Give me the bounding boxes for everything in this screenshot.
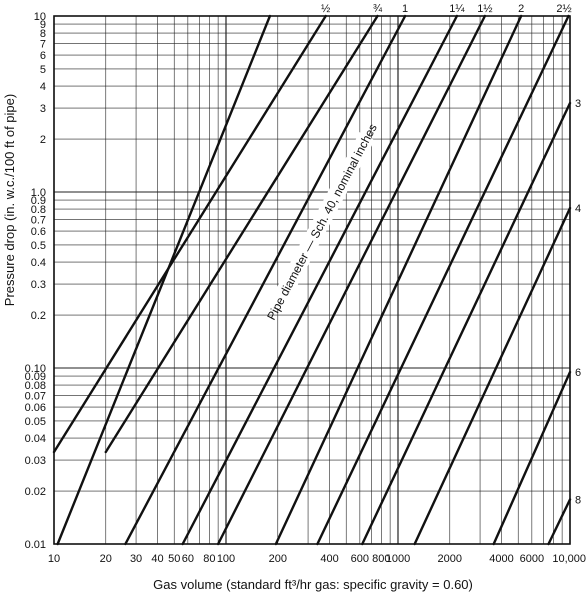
x-tick-label: 4000 xyxy=(489,553,513,565)
y-tick-label: 0.07 xyxy=(25,390,46,402)
x-tick-label: 200 xyxy=(269,553,287,565)
x-tick-label: 600 xyxy=(351,553,369,565)
annotation-background xyxy=(268,132,375,312)
x-tick-label: 80 xyxy=(203,553,215,565)
pipe-curve xyxy=(274,14,523,546)
y-tick-label: 4 xyxy=(40,81,46,93)
y-tick-label: 0.03 xyxy=(25,455,46,467)
y-tick-label: 5 xyxy=(40,64,46,76)
pipe-size-label: 6 xyxy=(575,367,581,379)
pipe-curve xyxy=(316,14,570,546)
pipe-curve xyxy=(361,101,572,546)
pipe-curve xyxy=(181,14,459,546)
x-tick-label: 10,000 xyxy=(552,553,586,565)
y-tick-label: 0.6 xyxy=(31,226,46,238)
annotation-group: Pipe diameter — Sch. 40, nominal inches xyxy=(264,122,380,323)
y-tick-label: 0.8 xyxy=(31,204,46,216)
y-tick-label: 6 xyxy=(40,50,46,62)
pipe-size-label: 2½ xyxy=(556,3,571,15)
y-tick-label: 7 xyxy=(40,38,46,50)
pipe-size-label: 1½ xyxy=(477,3,492,15)
pipe-size-label: 1 xyxy=(402,3,408,15)
x-tick-label: 6000 xyxy=(520,553,544,565)
x-axis-title: Gas volume (standard ft³/hr gas: specifi… xyxy=(153,577,473,592)
y-tick-label: 0.5 xyxy=(31,240,46,252)
x-tick-label: 20 xyxy=(100,553,112,565)
y-tick-label: 0.09 xyxy=(25,371,46,383)
pipe-size-label: 2 xyxy=(518,3,524,15)
pipe-size-label: 1¼ xyxy=(449,3,465,15)
pipe-curve xyxy=(547,498,572,546)
y-tick-label: 10 xyxy=(34,11,46,23)
y-tick-label: 2 xyxy=(40,134,46,146)
pipe-curve xyxy=(492,370,572,546)
x-tick-label: 400 xyxy=(320,553,338,565)
pipe-size-label: 4 xyxy=(575,203,581,215)
x-tick-label: 40 xyxy=(151,553,163,565)
x-tick-label: 60 xyxy=(182,553,194,565)
x-tick-label: 50 xyxy=(168,553,180,565)
y-tick-label: 0.4 xyxy=(31,257,46,269)
pipe-size-label: 3 xyxy=(575,98,581,110)
pipe-size-label: ½ xyxy=(321,3,330,15)
y-tick-label: 0.06 xyxy=(25,402,46,414)
pipe-size-label: 8 xyxy=(575,494,581,506)
x-tick-label: 30 xyxy=(130,553,142,565)
pipe-curve xyxy=(52,14,327,454)
pipe-diameter-annotation: Pipe diameter — Sch. 40, nominal inches xyxy=(264,122,380,323)
pipe-curve xyxy=(124,14,407,546)
x-tick-label: 100 xyxy=(217,553,235,565)
x-tick-label: 800 xyxy=(372,553,390,565)
y-tick-label: 3 xyxy=(40,103,46,115)
y-axis-title: Pressure drop (in. w.c./100 ft of pipe) xyxy=(2,94,17,306)
x-tick-label: 1000 xyxy=(386,553,410,565)
y-tick-label: 9 xyxy=(40,19,46,31)
pipe-curve xyxy=(56,14,272,546)
pipe-curve xyxy=(216,14,487,546)
pipe-size-label: ¾ xyxy=(373,3,383,15)
pipe-curves xyxy=(52,14,572,546)
y-tick-label: 0.10 xyxy=(25,363,46,375)
pipe-curve xyxy=(413,206,572,546)
y-tick-label: 8 xyxy=(40,28,46,40)
x-tick-label: 10 xyxy=(48,553,60,565)
pipe-size-labels: ½ ¾ 1 1¼ 1½ 2 2½ 3 4 6 8 xyxy=(321,3,581,506)
y-tick-label: 0.9 xyxy=(31,195,46,207)
pipe-curve xyxy=(104,14,379,454)
y-tick-label: 1.0 xyxy=(31,187,46,199)
x-tick-label: 2000 xyxy=(438,553,462,565)
y-tick-labels: 0.01 0.02 0.03 0.04 0.05 0.060.070.080.090.10… xyxy=(25,11,46,551)
y-tick-label: 0.04 xyxy=(25,433,46,445)
y-tick-label: 0.2 xyxy=(31,310,46,322)
y-tick-label: 0.01 xyxy=(25,539,46,551)
y-tick-label: 0.05 xyxy=(25,416,46,428)
y-tick-label: 0.02 xyxy=(25,486,46,498)
y-tick-label: 0.7 xyxy=(31,214,46,226)
y-tick-label: 0.08 xyxy=(25,380,46,392)
y-tick-label: 0.3 xyxy=(31,279,46,291)
plot-frame xyxy=(53,15,571,545)
